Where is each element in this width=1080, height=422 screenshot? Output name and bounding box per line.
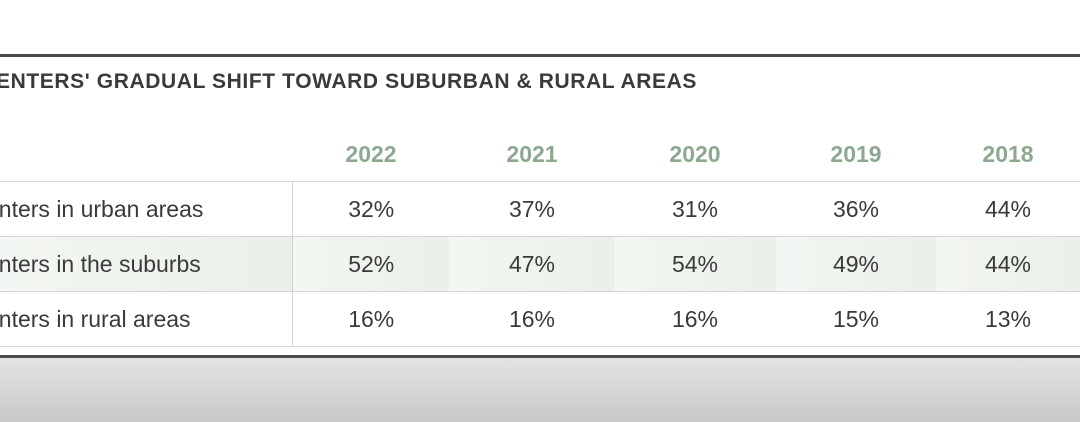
table-cell: 44% xyxy=(936,236,1080,292)
table-cell: 31% xyxy=(614,181,776,237)
column-header: 2018 xyxy=(982,140,1034,167)
column-header: 2019 xyxy=(830,140,882,167)
table-row: enters in rural areas 16% 16% 16% 15% 13… xyxy=(0,291,1080,347)
table-cell: 36% xyxy=(776,181,936,237)
column-header: 2022 xyxy=(345,140,397,167)
table-cell: 37% xyxy=(450,181,614,237)
table-cell: 16% xyxy=(292,291,450,347)
table-row: enters in the suburbs 52% 47% 54% 49% 44… xyxy=(0,236,1080,292)
table-cell: 49% xyxy=(776,236,936,292)
table-cell: 15% xyxy=(776,291,936,347)
table-cell: 32% xyxy=(292,181,450,237)
table-cell: 16% xyxy=(614,291,776,347)
table-cell: 13% xyxy=(936,291,1080,347)
row-label: enters in rural areas xyxy=(0,291,293,347)
table-row: enters in urban areas 32% 37% 31% 36% 44… xyxy=(0,181,1080,237)
corner-cell xyxy=(0,127,292,182)
row-label: enters in urban areas xyxy=(0,181,293,237)
table-cell: 16% xyxy=(450,291,614,347)
table-cell: 47% xyxy=(450,236,614,292)
chart-title: ENTERS' GRADUAL SHIFT TOWARD SUBURBAN & … xyxy=(0,70,697,93)
column-header: 2020 xyxy=(669,140,721,167)
row-label: enters in the suburbs xyxy=(0,236,293,292)
column-header: 2021 xyxy=(506,140,558,167)
chart-panel: ENTERS' GRADUAL SHIFT TOWARD SUBURBAN & … xyxy=(0,54,1080,358)
header-row: 2022 2021 2020 2019 2018 xyxy=(0,127,1080,182)
table-cell: 54% xyxy=(614,236,776,292)
table-cell: 44% xyxy=(936,181,1080,237)
data-table: 2022 2021 2020 2019 2018 enters in urban… xyxy=(0,127,1080,347)
table-cell: 52% xyxy=(292,236,450,292)
